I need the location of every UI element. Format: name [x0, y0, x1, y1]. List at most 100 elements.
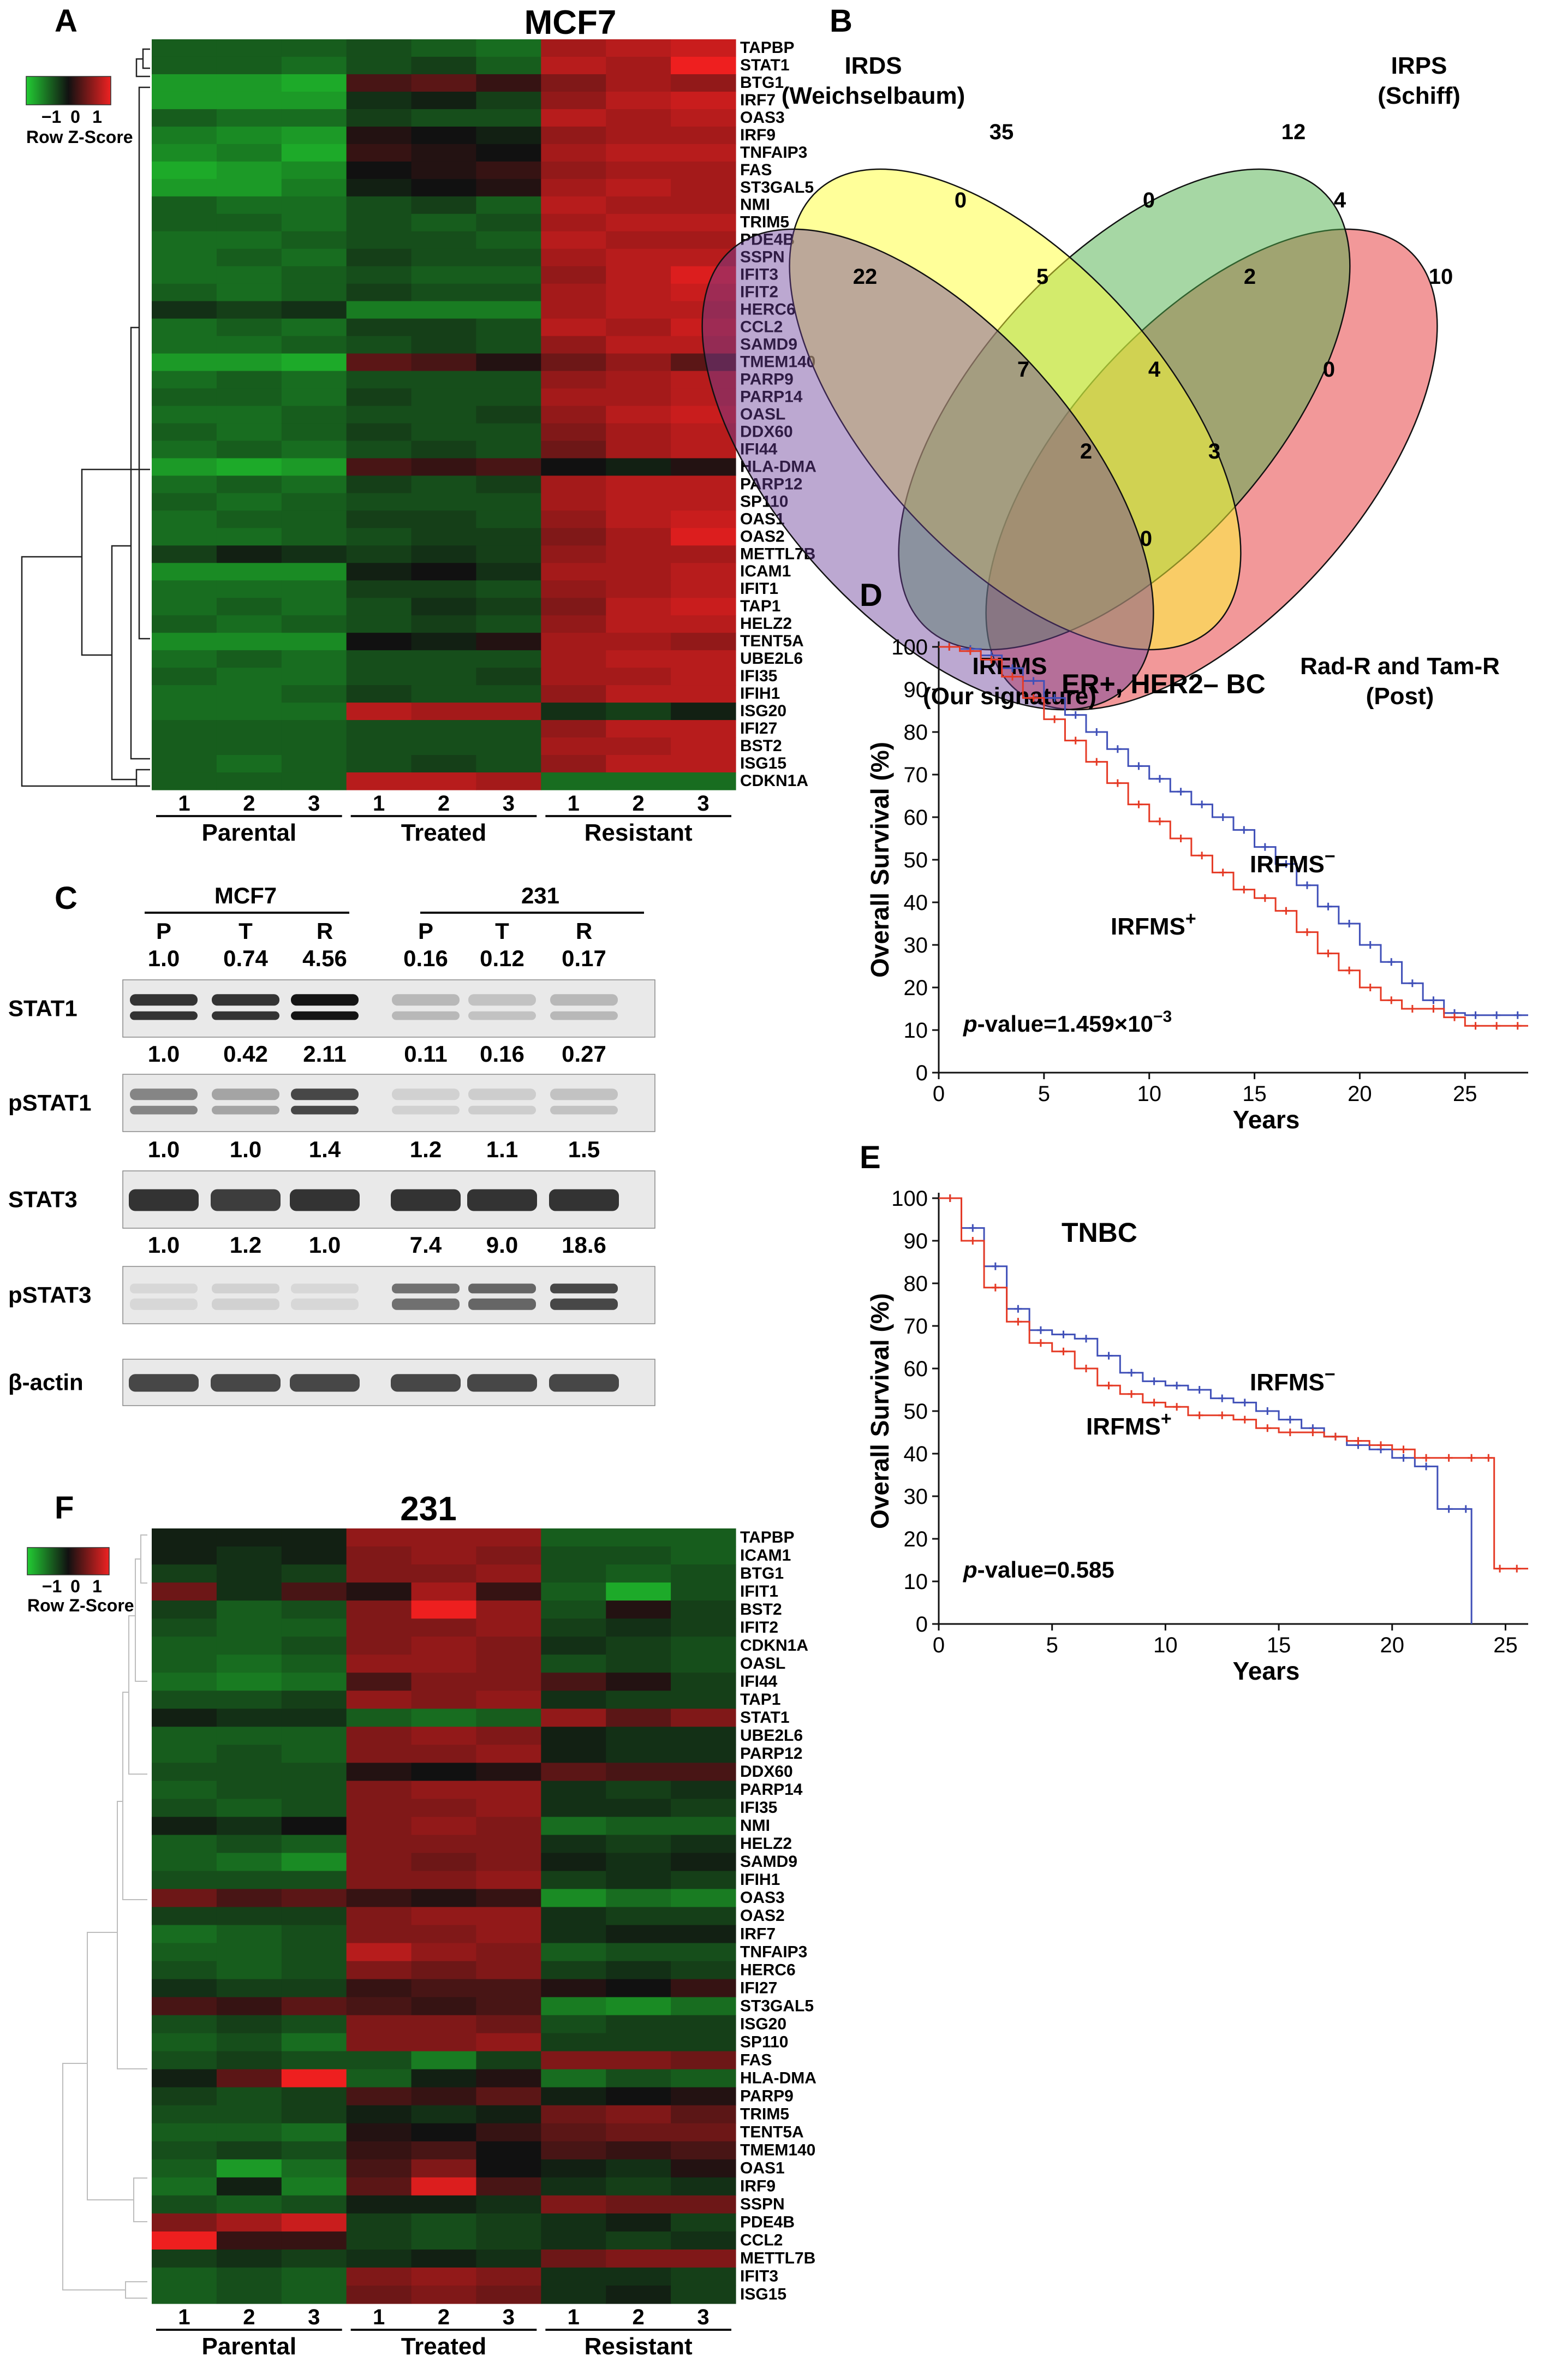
hmA-cell: [476, 406, 541, 424]
hmF-cell: [346, 1637, 412, 1655]
venn-count-irps-only: 12: [1281, 120, 1306, 144]
km-censor-mark: [1282, 860, 1290, 868]
hmF-cell: [346, 2213, 412, 2232]
km-x-tick-label: 15: [1242, 1082, 1267, 1106]
hmA-cell: [346, 178, 412, 197]
hmF-cell: [541, 1781, 606, 1799]
km-censor-mark: [1493, 1022, 1501, 1030]
wb-lane-label: T: [495, 918, 509, 944]
hmA-cell: [671, 178, 736, 197]
hmF-cell: [411, 2141, 477, 2160]
hmA-cell: [281, 371, 347, 389]
hmA-cell: [411, 388, 477, 407]
wb-membrane: [122, 979, 655, 1038]
panel-label-c: C: [55, 880, 78, 916]
hmA-cell: [476, 283, 541, 302]
hmA-cell: [281, 737, 347, 755]
hmA-cell: [281, 301, 347, 319]
hmA-cell: [606, 109, 671, 127]
hmA-cell: [216, 301, 282, 319]
venn-count-irfms-only: 22: [853, 265, 878, 289]
hmF-cell: [281, 2051, 347, 2070]
hmF-gene-label: IFIT3: [740, 2268, 778, 2286]
hmA-cell: [216, 353, 282, 372]
hmF-cell: [671, 1691, 736, 1709]
hmA-cell: [541, 266, 606, 284]
hmA-cell: [152, 301, 217, 319]
hmA-gene-label: FAS: [740, 161, 772, 179]
hmF-cell: [606, 1979, 671, 1998]
hmA-col-number: 1: [373, 792, 385, 816]
hmA-cell: [152, 423, 217, 442]
hmA-group-label: Resistant: [585, 819, 693, 846]
km-y-axis-label: Overall Survival (%): [866, 742, 894, 978]
hmA-cell: [606, 196, 671, 215]
km-censor-mark: [1009, 664, 1016, 672]
hmF-cell: [346, 1997, 412, 2016]
hmA-cell: [216, 126, 282, 145]
hmA-gene-label: METTL7B: [740, 545, 815, 563]
hmA-cell: [411, 475, 477, 493]
hmF-cell: [216, 1979, 282, 1998]
hmF-cell: [216, 2123, 282, 2142]
hmA-gene-label: UBE2L6: [740, 650, 803, 668]
wb-quant-value: 1.0: [309, 1232, 341, 1258]
hmF-cell: [606, 2105, 671, 2124]
hmF-cell: [541, 2267, 606, 2286]
hmF-cell: [476, 2015, 541, 2034]
hmF-cell: [606, 1997, 671, 2016]
hmF-cell: [671, 2123, 736, 2142]
hmF-cell: [476, 1979, 541, 1998]
hmA-cell: [541, 336, 606, 354]
km-y-tick-label: 70: [904, 763, 928, 787]
hmF-cell: [346, 1871, 412, 1890]
hmF-cell: [476, 2195, 541, 2214]
hmA-cell: [671, 56, 736, 75]
hmA-cell: [216, 650, 282, 668]
hmA-cell: [281, 336, 347, 354]
hmA-cell: [476, 231, 541, 249]
hmF-cell: [671, 1564, 736, 1583]
hmA-cell: [671, 475, 736, 493]
hmA-cell: [346, 283, 412, 302]
hmF-cell: [411, 2159, 477, 2178]
hmA-cell: [216, 371, 282, 389]
hmF-cell: [346, 2195, 412, 2214]
hmA-cell: [216, 196, 282, 215]
hmF-cell: [216, 1763, 282, 1781]
hmA-cell: [411, 39, 477, 57]
hmA-cell: [346, 720, 412, 738]
hmF-gene-label: CDKN1A: [740, 1637, 808, 1655]
hmF-cell: [606, 2087, 671, 2106]
km-censor-mark: [1408, 979, 1416, 987]
hmA-cell: [606, 388, 671, 407]
hmF-gene-label: TAPBP: [740, 1528, 794, 1546]
hmF-col-number: 1: [373, 2305, 385, 2329]
hmF-cell: [216, 1673, 282, 1691]
hmF-cell: [216, 2159, 282, 2178]
hmA-cell: [411, 283, 477, 302]
hmF-cell: [411, 1763, 477, 1781]
hmF-gene-label: IFI35: [740, 1799, 777, 1817]
hmA-cell: [216, 563, 282, 581]
hmA-cell: [606, 650, 671, 668]
hmF-cell: [541, 1763, 606, 1781]
hmA-cell: [671, 633, 736, 651]
venn-label-radr: Rad-R and Tam-R: [1300, 653, 1500, 680]
hmA-cell: [152, 406, 217, 424]
km-censor-mark: [1082, 1335, 1090, 1343]
km-x-tick-label: 0: [933, 1633, 945, 1657]
hmF-cell: [152, 2033, 217, 2052]
hmF-cell: [541, 1637, 606, 1655]
hmA-cell: [411, 633, 477, 651]
hmF-cell: [606, 1907, 671, 1926]
hmA-cell: [606, 91, 671, 110]
hmF-cell: [411, 1619, 477, 1637]
hmF-cell: [152, 1745, 217, 1763]
hmF-cell: [281, 1925, 347, 1944]
hmF-cell: [411, 1853, 477, 1872]
hmF-cell: [152, 1781, 217, 1799]
hmA-cell: [606, 144, 671, 162]
wb-blot-label: pSTAT3: [8, 1282, 91, 1308]
hmF-cell: [411, 1835, 477, 1854]
